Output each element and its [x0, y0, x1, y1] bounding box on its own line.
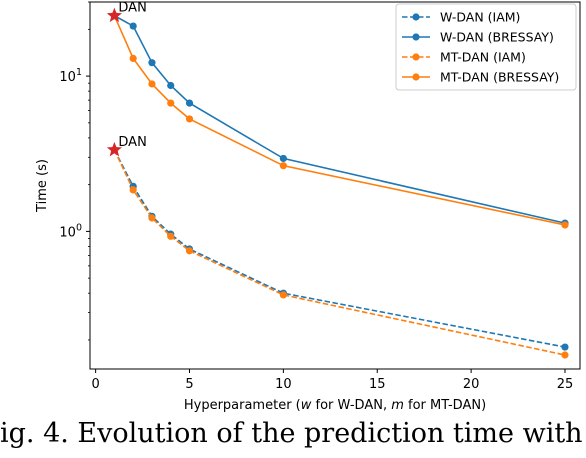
- x-axis-label: Hyperparameter (w for W-DAN, m for MT-DA…: [184, 398, 486, 413]
- y-tick-label: 100: [59, 222, 82, 240]
- dan-star-marker: [106, 7, 123, 23]
- legend-marker: [412, 33, 420, 41]
- data-point: [185, 115, 194, 123]
- data-point: [129, 54, 137, 63]
- data-point: [279, 291, 287, 299]
- x-axis-label-part-3: for MT-DAN): [404, 398, 486, 413]
- figure-caption: ig. 4. Evolution of the prediction time …: [0, 418, 583, 449]
- data-point: [167, 81, 175, 90]
- x-axis-label-var-m: m: [391, 398, 404, 413]
- legend-entry: MT-DAN (IAM): [402, 50, 526, 65]
- dan-star-marker: [106, 141, 123, 157]
- x-tick-label: 5: [185, 377, 193, 392]
- data-point: [148, 214, 156, 222]
- data-point: [129, 186, 137, 194]
- legend-label: W-DAN (IAM): [440, 10, 520, 25]
- legend-label: MT-DAN (BRESSAY): [440, 70, 559, 85]
- legend-entry: W-DAN (BRESSAY): [402, 30, 554, 45]
- dan-annotation-label: DAN: [118, 1, 146, 16]
- x-tick-label: 20: [463, 377, 480, 392]
- plot-area: DAN DAN: [106, 1, 569, 359]
- data-point: [561, 351, 569, 359]
- y-tick-label: 101: [59, 67, 82, 85]
- legend-entry: MT-DAN (BRESSAY): [402, 70, 559, 85]
- chart: DAN DAN 0 5 10 15 20 25 100 101 Time (s) Hyperp…: [35, 1, 581, 413]
- data-point: [185, 247, 194, 255]
- dan-annotation-label: DAN: [118, 135, 146, 150]
- y-axis-label: Time (s): [35, 159, 50, 213]
- data-point: [185, 99, 194, 107]
- plot-frame: [89, 1, 581, 370]
- data-point: [167, 99, 175, 107]
- legend-marker: [412, 73, 420, 81]
- legend-entry: W-DAN (IAM): [402, 10, 520, 25]
- legend-label: W-DAN (BRESSAY): [440, 30, 554, 45]
- legend: W-DAN (IAM) W-DAN (BRESSAY) MT-DAN (IAM) MT…: [395, 3, 577, 91]
- data-point: [279, 154, 287, 163]
- series-line: [113, 149, 566, 356]
- data-point: [129, 22, 137, 30]
- x-axis-label-part-1: Hyperparameter (: [184, 398, 301, 413]
- x-tick-label: 10: [275, 377, 292, 392]
- data-point: [279, 162, 287, 170]
- data-point: [148, 59, 156, 67]
- data-point: [561, 221, 569, 229]
- y-axis: 100 101: [59, 1, 90, 341]
- legend-marker: [412, 53, 420, 61]
- legend-marker: [412, 13, 420, 21]
- x-axis-label-part-2: for W-DAN,: [311, 398, 391, 413]
- data-point: [561, 343, 569, 351]
- legend-box: [395, 3, 577, 91]
- x-axis: 0 5 10 15 20 25: [91, 369, 573, 392]
- x-tick-label: 0: [91, 377, 99, 392]
- x-tick-label: 25: [557, 377, 574, 392]
- x-tick-label: 15: [369, 377, 386, 392]
- data-point: [167, 232, 175, 240]
- legend-label: MT-DAN (IAM): [440, 50, 526, 65]
- data-point: [148, 80, 156, 88]
- x-axis-label-var-w: w: [301, 398, 312, 413]
- series-line: [113, 149, 566, 348]
